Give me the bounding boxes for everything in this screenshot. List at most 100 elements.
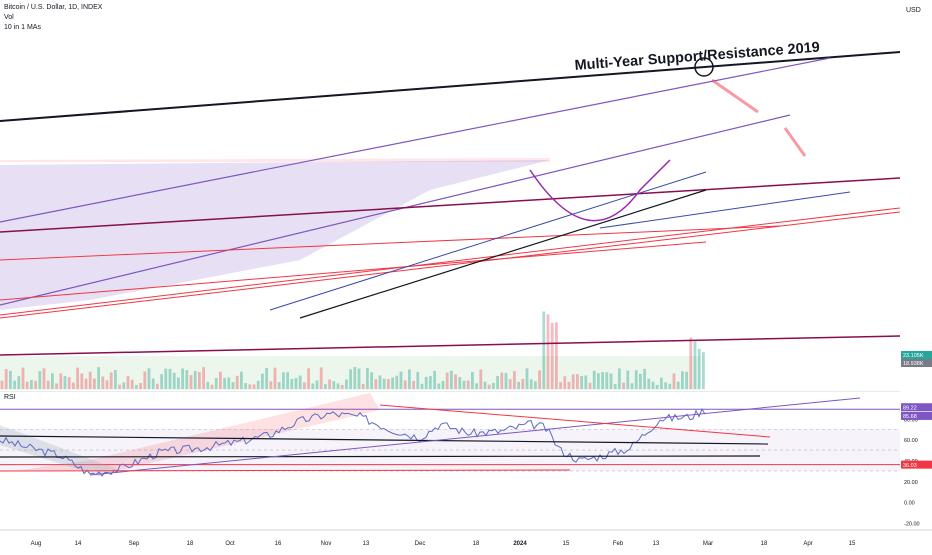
volume-bar[interactable] [395,375,399,389]
volume-bar[interactable] [622,382,625,389]
rsi-badge[interactable] [901,460,932,469]
volume-bar[interactable] [378,375,382,389]
volume-bar[interactable] [689,337,693,389]
ma-indicator-label[interactable]: 10 in 1 MAs [4,24,41,31]
volume-bar[interactable] [63,376,67,389]
volume-bar[interactable] [668,383,672,389]
volume-bar[interactable] [206,381,210,389]
volume-bar[interactable] [198,372,201,389]
volume-bar[interactable] [458,376,462,389]
volume-bar[interactable] [80,373,84,389]
volume-bar[interactable] [408,369,411,389]
volume-bar[interactable] [508,379,512,389]
volume-indicator-label[interactable]: Vol [4,14,14,21]
volume-bar[interactable] [30,379,33,389]
volume-bar[interactable] [244,383,247,389]
volume-bar[interactable] [534,381,537,389]
volume-bar[interactable] [51,373,54,389]
volume-bar[interactable] [454,374,457,389]
rsi-trend-line[interactable] [0,435,769,445]
volume-bar[interactable] [0,380,4,389]
volume-bar[interactable] [647,378,651,389]
volume-bar[interactable] [214,377,218,389]
volume-bar[interactable] [613,383,617,389]
volume-bar[interactable] [618,368,621,389]
volume-bar[interactable] [307,368,310,389]
volume-bar[interactable] [576,374,579,389]
moving-average-line[interactable] [0,241,707,301]
pitchfork-line[interactable] [0,211,900,319]
volume-bar[interactable] [529,379,533,389]
volume-bar[interactable] [143,371,147,389]
volume-bar[interactable] [391,377,394,389]
volume-bar[interactable] [504,373,508,389]
volume-bar[interactable] [164,368,168,389]
volume-bar[interactable] [122,382,126,389]
volume-bar[interactable] [630,383,634,389]
volume-bar[interactable] [311,383,315,389]
volume-bar[interactable] [42,368,46,389]
highlight-circle[interactable] [694,57,714,77]
volume-bars[interactable] [0,311,705,389]
projection-arrow[interactable] [783,127,807,157]
volume-bar[interactable] [693,341,697,389]
volume-bar[interactable] [584,375,588,389]
volume-bar[interactable] [479,369,483,389]
volume-bar[interactable] [697,348,701,389]
volume-bar[interactable] [84,378,88,389]
volume-bar[interactable] [336,383,340,389]
volume-bar[interactable] [429,376,432,389]
volume-bar[interactable] [139,383,142,389]
long-trend-line[interactable] [0,177,900,233]
volume-bar[interactable] [177,377,180,389]
volume-bar[interactable] [500,372,504,389]
volume-bar[interactable] [420,383,424,389]
volume-bar[interactable] [172,372,176,389]
volume-bar[interactable] [655,384,659,389]
volume-bar[interactable] [592,370,596,389]
volume-bar[interactable] [265,367,268,389]
price-axis[interactable]: 68000.0066000.0064000.0062000.0060000.00… [900,0,932,550]
volume-bar[interactable] [639,373,642,389]
volume-bar[interactable] [126,376,130,389]
volume-bar[interactable] [286,372,289,389]
volume-bar[interactable] [202,367,205,389]
volume-bar[interactable] [676,381,680,389]
volume-bar[interactable] [160,374,163,389]
rsi-trend-line[interactable] [0,455,761,458]
volume-bar[interactable] [151,378,155,389]
volume-bar[interactable] [643,368,646,389]
volume-bar[interactable] [252,384,256,389]
volume-bar[interactable] [634,370,638,389]
volume-bar[interactable] [235,375,239,389]
volume-bar[interactable] [101,376,105,389]
volume-bar[interactable] [273,367,277,389]
volume-bar[interactable] [525,368,529,389]
price-badge[interactable] [901,359,932,367]
rsi-label[interactable]: RSI [4,394,16,401]
volume-bar[interactable] [9,370,12,389]
volume-bar[interactable] [135,384,138,389]
volume-bar[interactable] [492,382,495,389]
volume-bar[interactable] [626,370,630,389]
volume-bar[interactable] [580,375,583,389]
volume-bar[interactable] [282,372,285,389]
volume-bar[interactable] [4,369,8,389]
volume-bar[interactable] [550,322,554,389]
volume-bar[interactable] [13,380,16,389]
volume-bar[interactable] [319,367,323,389]
volume-bar[interactable] [324,384,327,389]
volume-bar[interactable] [496,376,499,389]
volume-bar[interactable] [487,384,491,389]
volume-bar[interactable] [374,379,378,389]
volume-bar[interactable] [416,371,420,389]
volume-bar[interactable] [664,382,667,389]
volume-bar[interactable] [219,371,222,389]
volume-bar[interactable] [370,372,373,389]
base-trend-line[interactable] [0,335,900,356]
volume-bar[interactable] [17,376,21,389]
volume-bar[interactable] [67,377,71,389]
volume-bar[interactable] [483,381,487,389]
volume-bar[interactable] [227,377,231,389]
volume-bar[interactable] [256,380,260,389]
